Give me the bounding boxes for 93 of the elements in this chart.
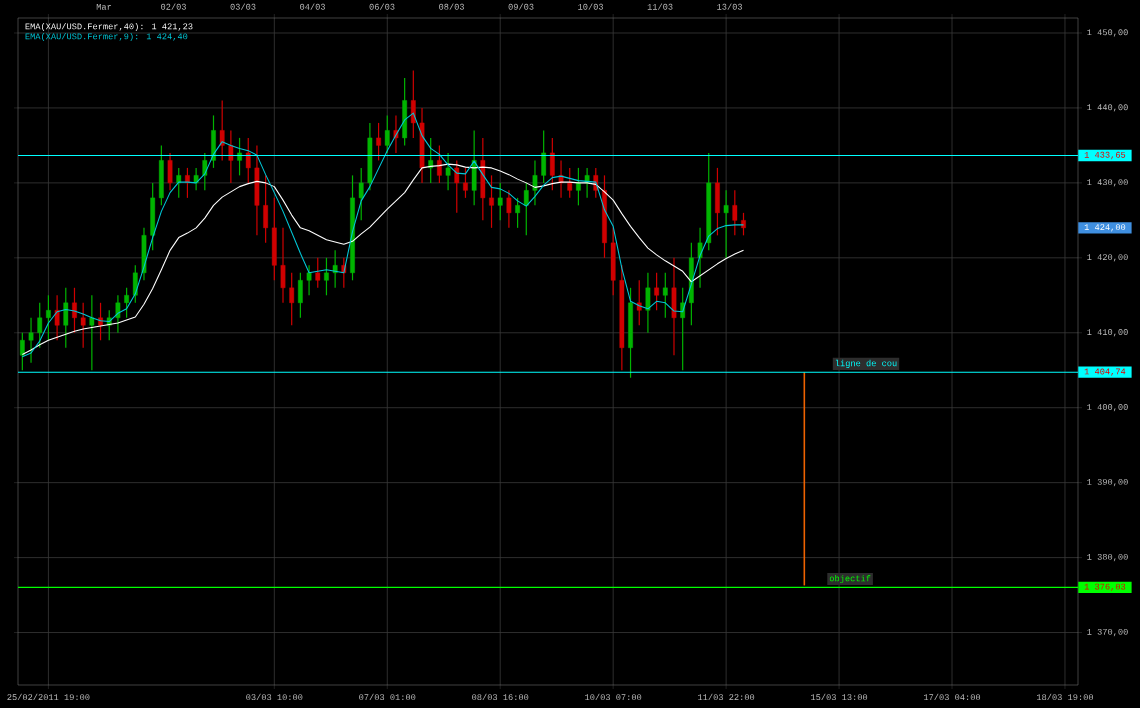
candlestick (124, 287, 129, 319)
candlestick (228, 129, 234, 184)
y-tick-label: 1 430,00 (1087, 179, 1128, 187)
y-tick-label: 1 450,00 (1087, 29, 1128, 37)
candlestick (741, 212, 746, 236)
candlestick (437, 144, 442, 184)
x-tick-label: 07/03 01:00 (359, 693, 416, 701)
text: EMA(XAU/USD.Fermer,9): 1 424,40 (25, 32, 188, 42)
y-tick-label: 1 380,00 (1087, 553, 1128, 562)
candlestick (463, 167, 468, 199)
y-tick-label: 1 400,00 (1087, 404, 1128, 412)
candlestick (523, 182, 529, 236)
candlestick (115, 294, 121, 334)
candlestick (315, 257, 321, 289)
candlestick (376, 122, 381, 161)
candlestick (410, 69, 416, 139)
candlestick (63, 287, 69, 349)
candlestick (193, 167, 199, 191)
candlestick (541, 129, 547, 184)
candlestick (306, 264, 312, 296)
candlestick (697, 227, 703, 289)
candlestick (185, 167, 190, 199)
candlestick (454, 159, 460, 214)
text: 06/03 (369, 3, 395, 10)
x-tick-label: 18/03 19:00 (1037, 693, 1094, 701)
candlestick (723, 189, 729, 259)
candlestick (46, 294, 51, 341)
y-tick-label: 1 390,00 (1087, 478, 1128, 487)
candlestick (576, 167, 581, 206)
text: 11/03 (647, 3, 673, 10)
candlestick (489, 174, 494, 229)
annotation: ligne de cou (835, 359, 897, 368)
candlestick (636, 279, 642, 326)
candlestick (289, 272, 295, 326)
text: Mar (96, 3, 112, 10)
candlestick (245, 137, 251, 184)
candlestick (176, 167, 182, 199)
candlestick (515, 197, 520, 229)
text: 10/03 (578, 3, 604, 10)
candlestick (332, 249, 338, 289)
annotation: objectif (829, 575, 871, 584)
candlestick (263, 174, 268, 244)
candlestick (532, 159, 538, 206)
text: 13/03 (717, 3, 743, 10)
candlestick (28, 317, 34, 364)
x-tick-label: 17/03 04:00 (924, 693, 981, 701)
candlestick (549, 137, 555, 191)
candlestick (167, 152, 173, 191)
candlestick (680, 287, 686, 371)
candlestick (237, 137, 242, 176)
candlestick (54, 294, 60, 341)
candlestick (80, 302, 86, 349)
x-tick-label: 25/02/2011 19:00 (7, 693, 90, 701)
x-tick-label: 11/03 22:00 (698, 693, 755, 701)
candlestick (202, 152, 208, 191)
candlestick (358, 167, 364, 221)
ref-line-label: 1 404,74 (1084, 368, 1126, 376)
ref-line-label: 1 433,65 (1084, 151, 1126, 160)
candlestick (732, 189, 738, 236)
ref-line-label: 1 376,03 (1084, 583, 1126, 592)
candlestick (72, 287, 77, 334)
candlestick (645, 272, 651, 334)
text: 04/03 (300, 3, 325, 10)
text: 08/03 (439, 3, 464, 10)
candlestick (384, 114, 390, 154)
y-tick-label: 1 410,00 (1087, 329, 1128, 337)
text: 03/03 (230, 3, 256, 10)
text: EMA(XAU/USD.Fermer,40): 1 421,23 (25, 22, 193, 32)
y-tick-label: 1 370,00 (1087, 628, 1128, 637)
candlestick (428, 137, 434, 184)
y-tick-label: 1 420,00 (1087, 254, 1128, 262)
candlestick (89, 294, 95, 371)
x-tick-label: 10/03 07:00 (585, 693, 642, 701)
candlestick (280, 227, 286, 304)
candlestick (324, 257, 329, 296)
text: 09/03 (508, 3, 534, 10)
candlestick (654, 272, 659, 311)
candlestick (298, 272, 303, 319)
candlestick (445, 152, 451, 191)
candlestick (497, 182, 503, 221)
candlestick (132, 264, 138, 304)
y-tick-label: 1 440,00 (1087, 104, 1128, 112)
x-tick-label: 08/03 16:00 (472, 693, 529, 701)
x-tick-label: 15/03 13:00 (811, 693, 868, 701)
candlestick (506, 189, 512, 229)
text: 02/03 (161, 3, 186, 10)
candlestick (662, 272, 668, 319)
text: 1 424,00 (1084, 224, 1126, 232)
candlestick (37, 302, 43, 349)
x-tick-label: 03/03 10:00 (246, 693, 303, 701)
candlestick (219, 99, 225, 161)
candlestick (567, 167, 573, 199)
candlestick (19, 332, 25, 371)
